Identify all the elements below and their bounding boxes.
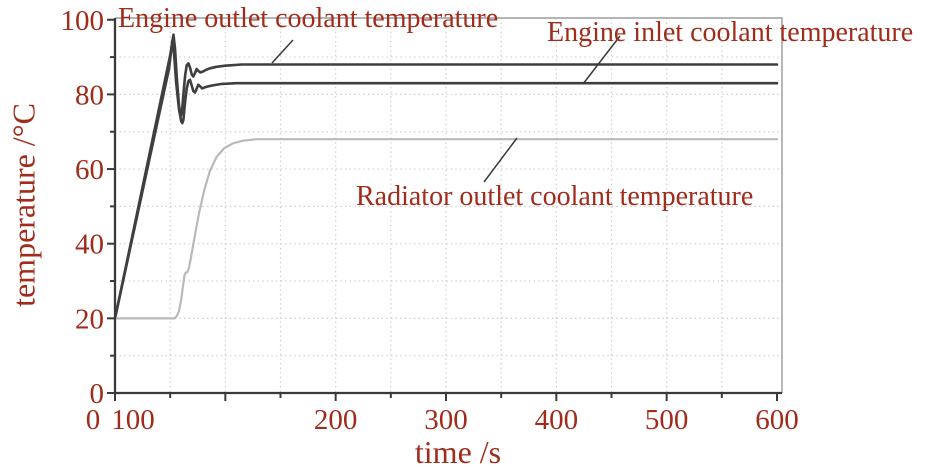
y-tick-label: 60 [75, 154, 104, 186]
x-axis-title: time /s [414, 434, 502, 470]
series-curve-1 [113, 38, 779, 320]
annotation-engine-outlet: Engine outlet coolant temperature [118, 3, 499, 34]
y-tick-label: 0 [90, 378, 105, 410]
annotation-engine-inlet: Engine inlet coolant temperature [547, 17, 914, 48]
x-tick-label: 0 [86, 404, 101, 436]
x-tick-label: 600 [755, 404, 799, 436]
series-curve-2 [113, 138, 779, 320]
x-tick-label: 300 [424, 404, 468, 436]
x-tick-label: 500 [645, 404, 689, 436]
y-tick-label: 20 [75, 303, 104, 335]
x-tick-label: 100 [111, 404, 155, 436]
leader-line [582, 35, 621, 85]
plot-frame-border [115, 17, 783, 393]
annotation-radiator-outlet: Radiator outlet coolant temperature [356, 181, 754, 212]
y-tick-label: 40 [75, 229, 104, 261]
y-axis-title: temperature /°C [5, 103, 42, 307]
x-tick-label: 200 [314, 404, 358, 436]
y-tick-label: 80 [75, 79, 104, 111]
x-tick-label: 400 [535, 404, 579, 436]
leader-line [483, 137, 518, 183]
y-tick-label: 100 [61, 5, 105, 37]
leader-line [271, 39, 294, 64]
